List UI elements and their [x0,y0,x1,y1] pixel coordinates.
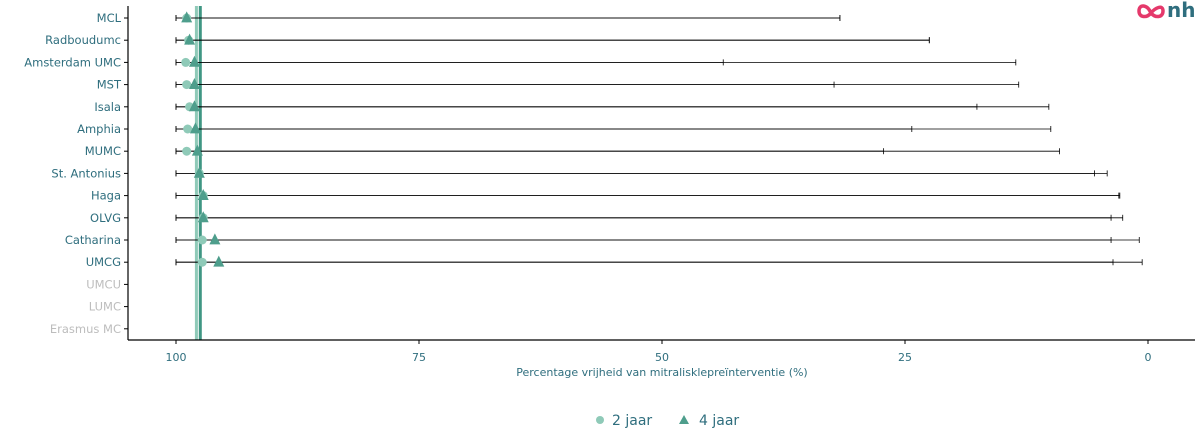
point-4-jaar [197,211,209,223]
y-tick-label: MCL [97,11,122,25]
y-axis: MCL Radboudumc Amsterdam UMC MST Isala Amphia… [24,6,129,340]
x-tick-label: 0 [1145,351,1152,364]
point-4-jaar [197,189,209,200]
point-4-jaar [193,166,205,178]
y-tick-label: MST [97,78,122,92]
x-tick-label: 50 [655,351,669,364]
legend-4-jaar-marker [679,415,689,424]
y-tick-label: Isala [94,100,121,114]
point-4-jaar [209,233,221,245]
y-tick-label: Amsterdam UMC [24,55,121,69]
y-tick-label: Radboudumc [45,33,121,47]
x-tick-label: 25 [898,351,912,364]
point-4-jaar [191,144,203,156]
legend: 2 jaar 4 jaar [596,413,739,429]
point-4-jaar [181,11,193,23]
y-tick-label: MUMC [85,144,121,158]
legend-4-jaar-label: 4 jaar [699,413,739,429]
point-4-jaar [189,122,201,134]
point-4-jaar [184,33,196,45]
point-2-jaar [182,146,192,156]
point-4-jaar [213,255,225,267]
data-markers [181,11,225,267]
legend-2-jaar-label: 2 jaar [612,413,652,429]
point-2-jaar [182,80,192,90]
legend-2-jaar-marker [596,416,604,424]
point-2-jaar [183,124,193,134]
x-tick-label: 75 [412,351,426,364]
y-tick-label: LUMC [89,300,121,314]
infinity-icon [1137,4,1165,19]
logo: nh [1137,0,1195,22]
point-4-jaar [188,78,200,89]
point-4-jaar [188,100,200,112]
point-2-jaar [197,235,207,245]
point-2-jaar [181,57,191,67]
point-2-jaar [197,257,207,267]
y-tick-label: Haga [91,189,121,203]
y-tick-label: Amphia [77,122,121,136]
x-axis-label: Percentage vrijheid van mitralisklepreïn… [516,366,807,379]
y-tick-label: UMCG [86,255,121,269]
y-tick-label: UMCU [86,277,121,291]
point-4-jaar [188,55,200,67]
y-tick-label: Catharina [65,233,121,247]
y-tick-label: St. Antonius [51,166,121,180]
y-tick-label: Erasmus MC [50,322,121,336]
logo-text: nh [1167,0,1195,22]
error-bars [175,15,1143,266]
y-tick-label: OLVG [90,211,121,225]
x-tick-label: 100 [166,351,187,364]
x-axis: 100 75 50 25 0 [128,339,1195,364]
